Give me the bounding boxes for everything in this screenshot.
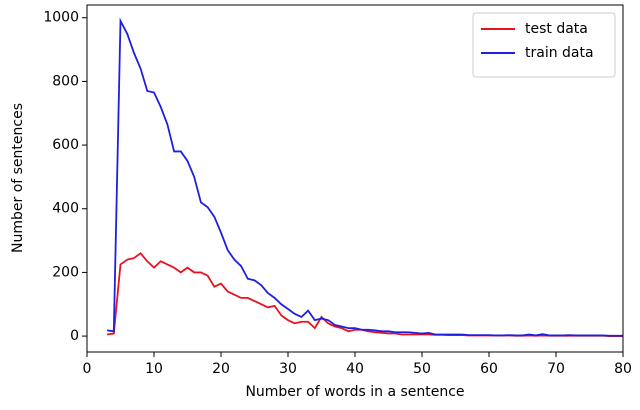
x-axis-label: Number of words in a sentence	[245, 384, 464, 400]
y-axis-label: Number of sentences	[10, 103, 26, 253]
y-tick-label: 400	[52, 201, 79, 217]
legend-label: train data	[525, 45, 594, 61]
legend-label: test data	[525, 21, 588, 37]
y-tick-label: 800	[52, 73, 79, 89]
y-tick-label: 200	[52, 264, 79, 280]
x-tick-label: 60	[480, 361, 498, 377]
y-tick-label: 0	[70, 328, 79, 344]
data-line	[106, 17, 623, 337]
x-tick-label: 70	[547, 361, 565, 377]
x-tick-label: 10	[145, 361, 163, 377]
x-tick-label: 20	[212, 361, 230, 377]
x-tick-label: 30	[279, 361, 297, 377]
x-tick-label: 50	[413, 361, 431, 377]
x-tick-label: 80	[614, 361, 632, 377]
x-tick-label: 0	[83, 361, 92, 377]
x-tick-label: 40	[346, 361, 364, 377]
plot-frame	[86, 4, 624, 353]
y-tick-label: 1000	[43, 10, 79, 26]
y-tick-label: 600	[52, 137, 79, 153]
data-line	[106, 252, 623, 337]
